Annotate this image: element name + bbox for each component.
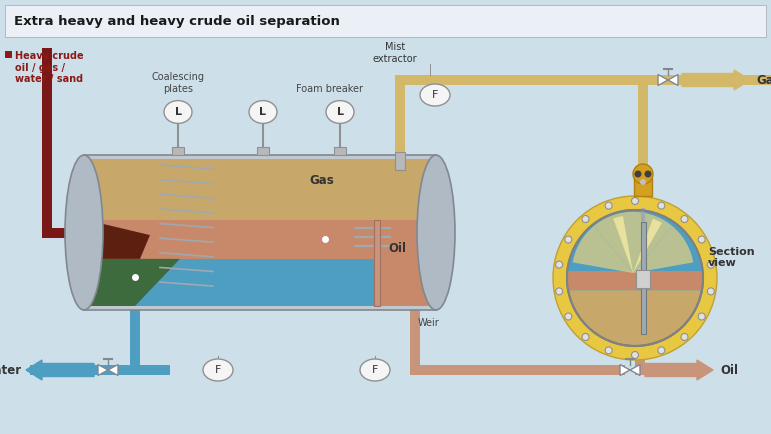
Circle shape [565,236,572,243]
Bar [257,147,269,155]
Polygon shape [620,365,630,375]
Polygon shape [567,210,703,290]
Circle shape [633,164,653,184]
Text: Gas: Gas [310,174,335,187]
FancyArrow shape [26,360,94,380]
Bar [42,48,52,233]
Bar [5,5,766,37]
Bar [641,222,645,334]
Bar [85,159,433,220]
Ellipse shape [417,155,455,310]
FancyArrow shape [682,70,750,90]
Ellipse shape [420,84,450,106]
Text: F: F [372,365,379,375]
Text: Oil: Oil [388,242,406,255]
Circle shape [565,313,572,320]
Bar [636,270,650,288]
Text: Heavy crude
oil / gas /
water / sand: Heavy crude oil / gas / water / sand [15,51,83,84]
Bar [638,80,648,198]
Text: F: F [215,365,221,375]
Bar [395,80,405,155]
Circle shape [582,216,589,223]
Bar [30,365,170,375]
Polygon shape [108,365,118,375]
Ellipse shape [65,155,103,310]
Bar [395,75,771,85]
Text: Coalescing
plates: Coalescing plates [151,72,204,93]
Circle shape [645,171,651,178]
Text: Water: Water [0,364,22,377]
Bar [130,310,140,370]
Polygon shape [630,365,640,375]
Text: Weir: Weir [418,318,439,328]
Circle shape [707,261,714,268]
Text: Oil: Oil [720,364,738,377]
Polygon shape [567,271,703,290]
Bar [5,51,12,58]
Circle shape [631,352,638,358]
Bar [85,259,433,306]
Polygon shape [633,219,662,273]
Bar [42,227,70,237]
Circle shape [556,261,563,268]
Circle shape [605,202,612,209]
Polygon shape [633,212,672,273]
Bar [83,155,437,310]
Circle shape [640,179,646,185]
Bar [410,365,625,375]
Circle shape [699,313,705,320]
Circle shape [699,236,705,243]
Bar [85,220,433,259]
Circle shape [556,288,563,295]
Bar [641,208,645,222]
Bar [410,310,420,370]
Ellipse shape [249,101,277,123]
Polygon shape [633,226,693,273]
Bar [395,152,405,170]
Polygon shape [658,75,668,85]
Text: F: F [432,90,438,100]
Bar [634,178,652,196]
Text: L: L [336,107,344,117]
Circle shape [631,197,638,204]
Ellipse shape [360,359,390,381]
Text: L: L [260,107,267,117]
Text: Gas: Gas [756,73,771,86]
Circle shape [567,210,703,346]
Text: Section
view: Section view [708,247,755,268]
Bar [334,147,346,155]
Circle shape [658,202,665,209]
Bar [172,147,184,155]
Text: Mist
extractor: Mist extractor [372,43,417,64]
Text: L: L [174,107,181,117]
Ellipse shape [164,101,192,123]
Circle shape [681,216,688,223]
Polygon shape [87,220,150,259]
Circle shape [605,347,612,354]
FancyArrow shape [645,360,713,380]
Circle shape [658,347,665,354]
Polygon shape [668,75,678,85]
Polygon shape [87,259,180,306]
Ellipse shape [326,101,354,123]
Ellipse shape [203,359,233,381]
Circle shape [681,333,688,341]
Bar [635,341,645,375]
Polygon shape [98,365,108,375]
Bar [380,220,437,306]
Circle shape [582,333,589,341]
Text: Foam breaker: Foam breaker [297,83,363,93]
Circle shape [707,288,714,295]
Circle shape [635,171,641,178]
Text: Extra heavy and heavy crude oil separation: Extra heavy and heavy crude oil separati… [14,16,340,29]
Polygon shape [594,212,633,273]
Polygon shape [573,226,633,273]
Circle shape [553,196,717,360]
Polygon shape [613,216,633,273]
Bar [374,220,380,306]
